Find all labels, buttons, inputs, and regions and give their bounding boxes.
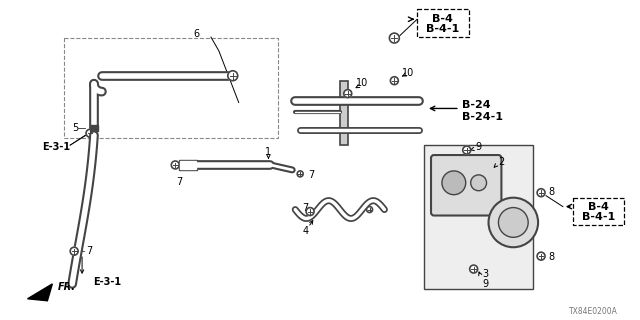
- Text: FR.: FR.: [58, 282, 76, 292]
- FancyBboxPatch shape: [431, 155, 501, 215]
- Text: 5: 5: [72, 123, 78, 133]
- Circle shape: [367, 207, 372, 212]
- Bar: [340, 81, 348, 145]
- Text: 10: 10: [356, 78, 368, 88]
- Circle shape: [537, 252, 545, 260]
- Text: 4: 4: [302, 226, 308, 236]
- Circle shape: [306, 208, 314, 215]
- Text: B-24-1: B-24-1: [461, 112, 503, 122]
- Text: 1: 1: [266, 147, 271, 157]
- Text: 9: 9: [483, 279, 489, 289]
- Circle shape: [344, 90, 352, 98]
- Circle shape: [488, 198, 538, 247]
- Text: 7: 7: [176, 177, 182, 187]
- Text: E-3-1: E-3-1: [42, 142, 70, 152]
- Text: B-4-1: B-4-1: [582, 212, 615, 222]
- Text: 2: 2: [499, 157, 505, 167]
- Circle shape: [86, 129, 94, 137]
- Circle shape: [172, 161, 179, 169]
- Circle shape: [463, 146, 470, 154]
- Circle shape: [499, 208, 528, 237]
- Text: B-4: B-4: [588, 202, 609, 212]
- Text: TX84E0200A: TX84E0200A: [568, 307, 618, 316]
- Circle shape: [228, 71, 237, 81]
- Text: 6: 6: [193, 29, 199, 39]
- Circle shape: [297, 171, 303, 177]
- Text: 8: 8: [548, 187, 554, 197]
- Text: 7: 7: [302, 203, 308, 212]
- Text: 10: 10: [403, 68, 415, 78]
- Circle shape: [70, 247, 78, 255]
- Bar: [90, 125, 98, 131]
- Text: 8: 8: [548, 252, 554, 262]
- Text: B-4-1: B-4-1: [426, 24, 460, 34]
- Text: B-4: B-4: [433, 14, 453, 24]
- Polygon shape: [28, 284, 52, 301]
- Circle shape: [389, 33, 399, 43]
- Text: 7: 7: [308, 170, 314, 180]
- Bar: [180, 161, 196, 169]
- Text: 9: 9: [476, 142, 482, 152]
- Polygon shape: [424, 145, 533, 289]
- Text: B-24: B-24: [461, 100, 490, 110]
- Bar: [417, 9, 468, 37]
- Circle shape: [442, 171, 466, 195]
- Bar: [179, 160, 197, 170]
- Circle shape: [537, 189, 545, 197]
- Text: 3: 3: [483, 269, 489, 279]
- Text: 7: 7: [86, 246, 92, 256]
- Circle shape: [390, 77, 398, 85]
- Bar: [573, 198, 625, 225]
- Circle shape: [470, 265, 477, 273]
- Circle shape: [470, 175, 486, 191]
- Text: E-3-1: E-3-1: [93, 277, 121, 287]
